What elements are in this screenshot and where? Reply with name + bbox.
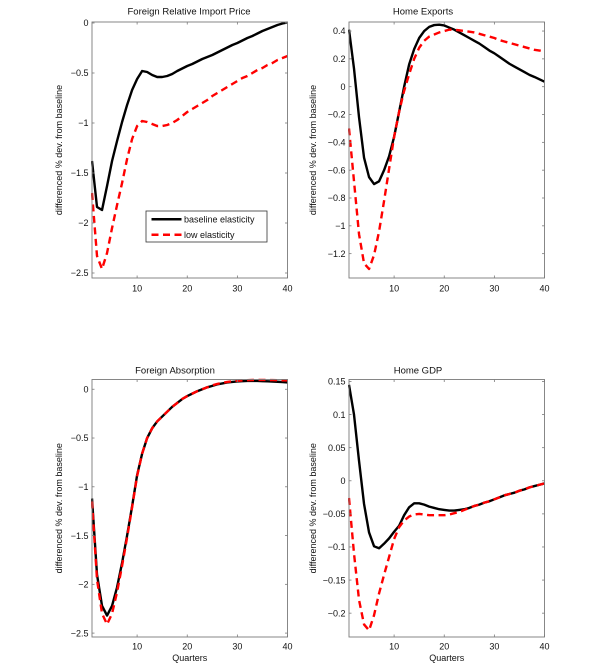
legend-entry-low-elasticity: low elasticity — [151, 230, 235, 240]
y-axis-label: differenced % dev. from baseline — [308, 85, 318, 215]
series-line-low-elasticity — [91, 54, 288, 271]
subplot-foreign-relative-import-price: 10 20 30 40 0 −0.5 −1 −1.5 −2 −2.5 Foreign Relativ… — [54, 7, 293, 294]
legend-label: baseline elasticity — [184, 214, 255, 224]
x-tick-label: 40 — [539, 642, 549, 652]
x-tick-label: 40 — [282, 284, 292, 294]
y-tick-label: 0 — [340, 82, 345, 92]
legend: baseline elasticity low elasticity — [145, 210, 268, 243]
x-tick-label: 30 — [489, 284, 499, 294]
subplot-home-exports: 10 20 30 40 0.4 0.2 0 −0.2 −0.4 −0.6 −0.8 −1 −1.2 Hom… — [308, 7, 550, 294]
y-axis-label: differenced % dev. from baseline — [54, 443, 64, 573]
y-tick-label: −2.5 — [71, 268, 89, 278]
y-tick-label: 0.15 — [328, 377, 346, 387]
legend-label: low elasticity — [184, 230, 235, 240]
y-tick-label: 0 — [340, 476, 345, 486]
y-tick-label: −1.5 — [71, 531, 89, 541]
y-tick-label: −2 — [78, 580, 88, 590]
y-tick-label: 0.1 — [333, 410, 346, 420]
y-tick-label: −1.2 — [328, 249, 346, 259]
y-tick-label: −1 — [78, 118, 88, 128]
series-line-baseline-elasticity — [348, 384, 545, 550]
x-tick-label: 10 — [132, 284, 142, 294]
y-tick-label: −0.5 — [71, 433, 89, 443]
x-tick-label: 20 — [182, 284, 192, 294]
y-tick-label: −0.5 — [71, 68, 89, 78]
x-tick-label: 20 — [439, 642, 449, 652]
y-tick-label: 0.2 — [333, 54, 346, 64]
chart-title: Home GDP — [394, 366, 443, 377]
chart-title: Home Exports — [393, 7, 453, 18]
axes-frame — [348, 21, 545, 279]
x-tick-label: 30 — [232, 284, 242, 294]
y-tick-label: −1.5 — [71, 168, 89, 178]
series-line-low-elasticity — [348, 28, 545, 271]
legend-entry-baseline-elasticity: baseline elasticity — [151, 214, 255, 224]
x-tick-label: 10 — [389, 284, 399, 294]
series-line-baseline-elasticity — [91, 21, 288, 212]
y-tick-label: 0 — [83, 384, 88, 394]
y-tick-label: 0 — [83, 18, 88, 28]
chart-title: Foreign Relative Import Price — [127, 7, 250, 18]
y-tick-label: −0.15 — [323, 575, 346, 585]
x-tick-label: 30 — [232, 642, 242, 652]
y-tick-label: 0.4 — [333, 26, 346, 36]
legend-box — [145, 210, 268, 243]
x-tick-label: 10 — [132, 642, 142, 652]
y-tick-label: −0.1 — [328, 542, 346, 552]
plot-area — [349, 379, 545, 637]
x-tick-label: 20 — [439, 284, 449, 294]
series-line-low-elasticity — [91, 378, 288, 626]
y-tick-label: −0.4 — [328, 138, 346, 148]
axes-frame — [91, 379, 288, 638]
y-axis-label: differenced % dev. from baseline — [54, 85, 64, 215]
subplot-home-gdp: 10 20 30 40 0.15 0.1 0.05 0 −0.05 −0.1 −0.15 −0.2 Ho… — [308, 366, 550, 664]
y-axis-label: differenced % dev. from baseline — [308, 443, 318, 573]
y-tick-label: −1 — [335, 221, 345, 231]
x-tick-label: 40 — [539, 284, 549, 294]
y-tick-label: −0.2 — [328, 110, 346, 120]
series-line-baseline-elasticity — [348, 23, 546, 186]
x-tick-label: 20 — [182, 642, 192, 652]
plot-area — [92, 379, 288, 637]
x-tick-label: 40 — [282, 642, 292, 652]
y-tick-label: −0.05 — [323, 509, 346, 519]
y-tick-label: −0.2 — [328, 608, 346, 618]
subplot-foreign-absorption: 10 20 30 40 0 −0.5 −1 −1.5 −2 −2.5 Foreign Absorpt… — [54, 366, 293, 664]
axes-frame — [348, 379, 545, 638]
y-tick-label: 0.05 — [328, 443, 346, 453]
y-tick-label: −1 — [78, 482, 88, 492]
x-tick-label: 10 — [389, 642, 399, 652]
x-axis-label: Quarters — [429, 653, 465, 663]
y-tick-label: −0.8 — [328, 193, 346, 203]
chart-title: Foreign Absorption — [135, 366, 215, 377]
y-tick-label: −0.6 — [328, 165, 346, 175]
y-tick-label: −2.5 — [71, 628, 89, 638]
x-tick-label: 30 — [489, 642, 499, 652]
y-tick-label: −2 — [78, 218, 88, 228]
x-axis-label: Quarters — [172, 653, 208, 663]
axes-frame — [91, 21, 288, 279]
